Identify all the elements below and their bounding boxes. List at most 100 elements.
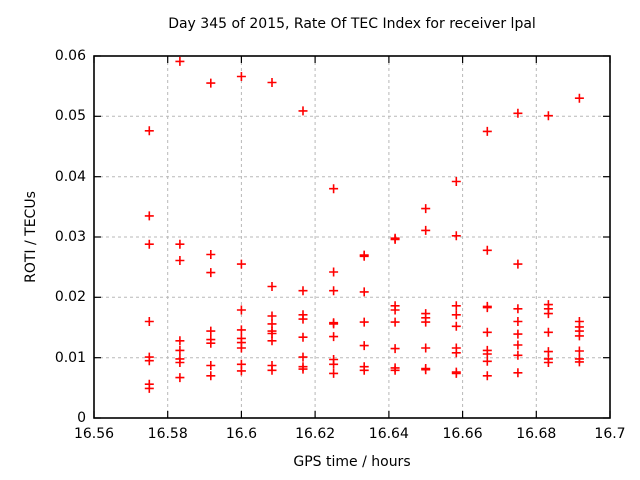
y-tick-label: 0.04 xyxy=(54,168,86,185)
data-point-marker xyxy=(543,358,553,367)
data-point-marker xyxy=(329,332,339,342)
data-point-marker xyxy=(298,332,308,342)
data-point-marker xyxy=(390,317,400,327)
data-point-marker xyxy=(267,365,277,375)
x-tick-label: 16.6 xyxy=(225,426,257,442)
data-point-marker xyxy=(144,211,154,221)
data-point-marker xyxy=(513,340,523,350)
data-point-marker xyxy=(144,317,154,326)
data-point-marker xyxy=(144,239,154,249)
data-point-marker xyxy=(175,358,185,367)
data-point-marker xyxy=(298,286,308,296)
data-point-marker xyxy=(451,310,461,320)
data-point-marker xyxy=(482,245,492,255)
data-point-marker xyxy=(421,225,431,235)
data-point-marker xyxy=(267,311,277,321)
data-point-marker xyxy=(298,352,308,362)
data-point-marker xyxy=(451,348,461,358)
data-point-marker xyxy=(329,359,339,369)
y-tick-label: 0 xyxy=(77,410,86,426)
data-point-marker xyxy=(144,126,154,136)
data-point-marker xyxy=(206,361,216,370)
data-point-marker xyxy=(175,336,185,346)
data-point-marker xyxy=(298,106,308,116)
data-point-marker xyxy=(144,356,154,366)
data-point-marker xyxy=(206,326,216,336)
x-tick-label: 16.58 xyxy=(147,426,188,442)
data-point-marker xyxy=(267,282,277,291)
data-point-marker xyxy=(298,314,308,324)
data-point-marker xyxy=(144,383,154,393)
data-point-marker xyxy=(236,72,246,81)
x-tick-label: 16.66 xyxy=(442,426,483,442)
y-tick-label: 0.05 xyxy=(54,108,86,125)
data-point-marker xyxy=(574,331,584,341)
data-point-marker xyxy=(359,365,369,375)
data-point-marker xyxy=(329,267,339,277)
data-point-marker xyxy=(175,256,185,265)
data-point-marker xyxy=(329,368,339,378)
data-point-marker xyxy=(421,365,431,375)
data-point-marker xyxy=(482,327,492,337)
data-point-marker xyxy=(267,78,277,87)
data-point-marker xyxy=(543,111,553,121)
y-tick-label: 0.02 xyxy=(54,289,86,306)
data-point-marker xyxy=(543,327,553,337)
data-point-marker xyxy=(513,317,523,326)
data-point-marker xyxy=(574,346,584,356)
data-point-marker xyxy=(236,259,246,269)
data-point-marker xyxy=(329,184,339,194)
chart-title: Day 345 of 2015, Rate Of TEC Index for r… xyxy=(168,16,536,32)
data-point-marker xyxy=(267,336,277,346)
data-point-marker xyxy=(359,317,369,327)
data-point-marker xyxy=(390,344,400,354)
data-point-marker xyxy=(236,343,246,353)
data-series xyxy=(144,56,584,393)
y-tick-label: 0.06 xyxy=(54,48,86,64)
data-point-marker xyxy=(513,350,523,360)
data-point-marker xyxy=(236,325,246,335)
data-point-marker xyxy=(359,287,369,297)
data-point-marker xyxy=(175,56,185,66)
data-point-marker xyxy=(421,204,431,214)
data-point-marker xyxy=(451,321,461,331)
data-point-marker xyxy=(513,259,523,269)
data-point-marker xyxy=(236,366,246,376)
data-point-marker xyxy=(175,239,185,249)
data-point-marker xyxy=(359,251,369,261)
x-axis-label: GPS time / hours xyxy=(293,454,411,470)
data-point-marker xyxy=(175,345,185,355)
data-point-marker xyxy=(206,250,216,259)
data-point-marker xyxy=(175,373,185,383)
data-point-marker xyxy=(206,371,216,381)
data-point-marker xyxy=(574,93,584,103)
data-point-marker xyxy=(482,303,492,313)
data-point-marker xyxy=(329,286,339,296)
data-point-marker xyxy=(513,108,523,118)
data-point-marker xyxy=(451,368,461,378)
data-point-marker xyxy=(451,231,461,241)
data-point-marker xyxy=(451,301,461,311)
y-tick-label: 0.01 xyxy=(54,349,86,366)
data-point-marker xyxy=(359,341,369,351)
data-point-marker xyxy=(421,343,431,353)
x-tick-label: 16.68 xyxy=(516,426,557,442)
data-point-marker xyxy=(513,304,523,314)
data-point-marker xyxy=(206,78,216,88)
data-point-marker xyxy=(421,317,431,327)
data-point-marker xyxy=(298,364,308,374)
data-point-marker xyxy=(236,305,246,315)
data-point-marker xyxy=(482,371,492,381)
data-point-marker xyxy=(451,177,461,186)
x-tick-label: 16.56 xyxy=(73,426,115,442)
data-point-marker xyxy=(390,365,400,375)
x-tick-label: 16.64 xyxy=(368,426,409,442)
data-point-marker xyxy=(390,234,400,244)
data-point-marker xyxy=(206,338,216,348)
data-point-marker xyxy=(543,309,553,319)
data-point-marker xyxy=(482,356,492,366)
data-point-marker xyxy=(513,368,523,378)
data-point-marker xyxy=(390,305,400,315)
